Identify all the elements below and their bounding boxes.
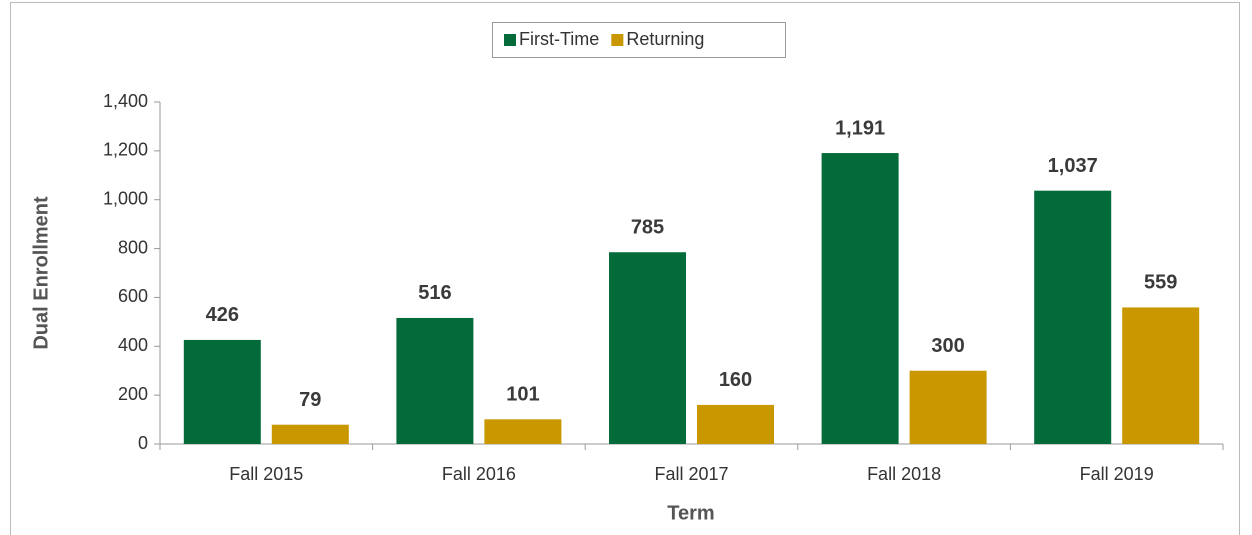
bar	[271, 424, 349, 444]
bar	[1122, 307, 1200, 444]
bar	[909, 370, 987, 444]
x-tick-label: Fall 2017	[654, 464, 728, 484]
y-tick-label: 800	[118, 237, 148, 257]
y-tick-label: 1,200	[103, 140, 148, 160]
bar	[396, 317, 474, 444]
data-label: 300	[931, 335, 964, 357]
legend-label: First-Time	[519, 29, 599, 49]
y-tick-label: 1,000	[103, 188, 148, 208]
data-label: 101	[506, 384, 539, 406]
y-tick-label: 1,400	[103, 91, 148, 111]
bar	[697, 404, 774, 444]
data-label: 1,037	[1048, 155, 1098, 177]
x-tick-label: Fall 2019	[1080, 464, 1154, 484]
bar	[183, 339, 261, 444]
x-tick-label: Fall 2016	[442, 464, 516, 484]
data-label: 785	[631, 217, 664, 239]
legend-swatch	[611, 34, 624, 46]
y-tick-label: 200	[118, 384, 148, 404]
y-tick-label: 600	[118, 286, 148, 306]
legend-swatch	[504, 34, 516, 46]
x-tick-label: Fall 2015	[229, 464, 303, 484]
data-label: 559	[1144, 272, 1177, 294]
legend-box	[492, 22, 786, 58]
bar	[821, 153, 899, 444]
data-label: 79	[299, 389, 321, 411]
bar	[1034, 190, 1112, 444]
x-axis-label: Term	[667, 502, 714, 524]
legend-label: Returning	[626, 29, 704, 49]
data-label: 160	[719, 369, 752, 391]
x-tick-label: Fall 2018	[867, 464, 941, 484]
data-label: 426	[206, 304, 239, 326]
bar	[484, 419, 562, 444]
y-tick-label: 400	[118, 335, 148, 355]
data-label: 516	[418, 282, 451, 304]
y-axis-label: Dual Enrollment	[30, 196, 52, 350]
bar	[609, 252, 686, 444]
data-label: 1,191	[835, 117, 885, 139]
y-tick-label: 0	[138, 433, 148, 453]
